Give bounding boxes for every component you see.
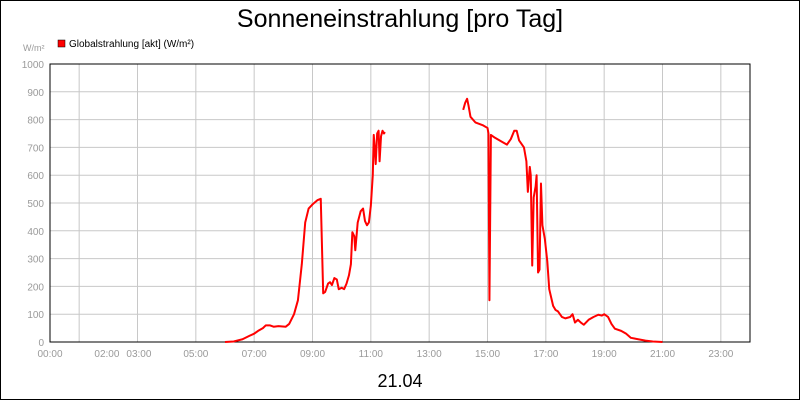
grid — [50, 63, 750, 343]
x-tick-label: 13:00 — [417, 349, 442, 360]
y-tick-label: 500 — [27, 199, 44, 210]
chart-title: Sonneneinstrahlung [pro Tag] — [237, 5, 563, 33]
y-axis-ticks: 0 100 200 300 400 500 600 700 800 900 1000 — [22, 60, 45, 349]
y-tick-label: 600 — [27, 171, 44, 182]
x-axis-ticks: 00:00 02:00 03:00 05:00 07:00 09:00 11:00 13:00… — [37, 349, 733, 360]
legend-swatch — [57, 39, 66, 48]
x-tick-label: 15:00 — [475, 349, 500, 360]
x-tick-label: 19:00 — [592, 349, 617, 360]
y-tick-label: 100 — [27, 310, 44, 321]
x-tick-label: 21:00 — [650, 349, 675, 360]
legend-label: Globalstrahlung [akt] (W/m²) — [69, 39, 194, 50]
y-tick-label: 800 — [27, 116, 44, 127]
y-axis-unit: W/m² — [23, 43, 45, 53]
x-tick-label: 07:00 — [242, 349, 267, 360]
x-tick-label: 17:00 — [533, 349, 558, 360]
y-tick-label: 700 — [27, 143, 44, 154]
x-tick-label: 11:00 — [359, 349, 384, 360]
x-tick-label: 03:00 — [126, 349, 151, 360]
plot-area — [49, 63, 751, 343]
y-tick-label: 300 — [27, 255, 44, 266]
x-tick-label: 23:00 — [708, 349, 733, 360]
x-tick-label: 05:00 — [183, 349, 208, 360]
date-label: 21.04 — [377, 371, 422, 391]
y-tick-label: 0 — [38, 338, 44, 349]
x-tick-label: 02:00 — [94, 349, 119, 360]
y-tick-label: 200 — [27, 282, 44, 293]
y-tick-label: 400 — [27, 227, 44, 238]
y-tick-label: 1000 — [22, 60, 45, 71]
x-tick-label: 00:00 — [37, 349, 62, 360]
x-tick-label: 09:00 — [300, 349, 325, 360]
y-tick-label: 900 — [27, 88, 44, 99]
